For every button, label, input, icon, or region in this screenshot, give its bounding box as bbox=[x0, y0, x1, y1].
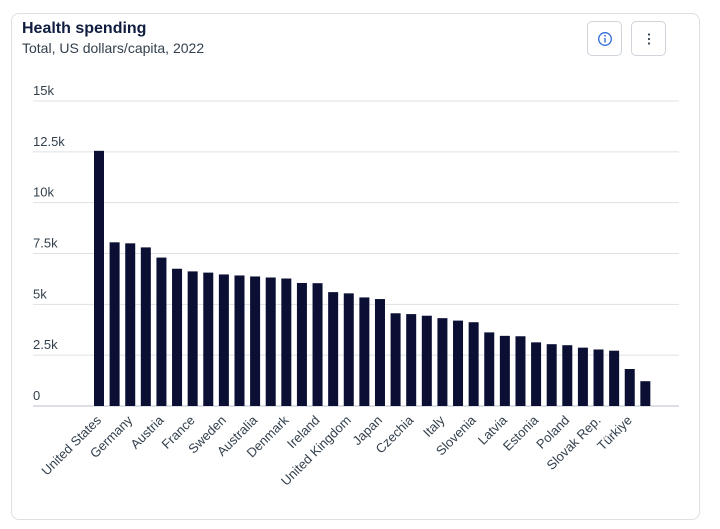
bar[interactable] bbox=[453, 320, 464, 406]
bar[interactable] bbox=[281, 278, 292, 406]
bar[interactable] bbox=[624, 368, 635, 406]
bar[interactable] bbox=[265, 277, 276, 406]
bar[interactable] bbox=[374, 299, 385, 406]
bar[interactable] bbox=[577, 347, 588, 406]
bar[interactable] bbox=[593, 349, 604, 406]
bar[interactable] bbox=[406, 314, 417, 406]
bar[interactable] bbox=[546, 344, 557, 406]
x-tick-label: Estonia bbox=[500, 412, 542, 454]
bar[interactable] bbox=[421, 315, 432, 406]
bar[interactable] bbox=[125, 243, 136, 406]
y-tick-label: 12.5k bbox=[33, 134, 65, 149]
bar[interactable] bbox=[531, 342, 542, 406]
bar[interactable] bbox=[94, 150, 104, 406]
bar[interactable] bbox=[203, 272, 214, 406]
bar[interactable] bbox=[250, 276, 261, 406]
y-tick-label: 0 bbox=[33, 388, 40, 403]
bar[interactable] bbox=[468, 322, 479, 406]
bar[interactable] bbox=[609, 350, 620, 406]
bar[interactable] bbox=[328, 292, 339, 406]
bar[interactable] bbox=[437, 318, 448, 406]
y-tick-label: 2.5k bbox=[33, 337, 58, 352]
more-options-button[interactable] bbox=[631, 21, 666, 56]
bar[interactable] bbox=[296, 282, 307, 406]
chart-title: Health spending bbox=[22, 20, 147, 37]
bar[interactable] bbox=[140, 247, 151, 406]
y-tick-label: 7.5k bbox=[33, 236, 58, 251]
y-tick-label: 10k bbox=[33, 185, 54, 200]
bar[interactable] bbox=[484, 332, 495, 406]
y-tick-label: 5k bbox=[33, 286, 47, 301]
bar[interactable] bbox=[499, 335, 510, 406]
info-icon bbox=[597, 31, 612, 46]
bar[interactable] bbox=[234, 275, 245, 406]
chart-subtitle: Total, US dollars/capita, 2022 bbox=[22, 40, 205, 56]
bar[interactable] bbox=[187, 271, 198, 406]
bar[interactable] bbox=[562, 345, 573, 406]
x-tick-label: Austria bbox=[127, 412, 167, 452]
more-vertical-icon bbox=[647, 32, 650, 45]
bar[interactable] bbox=[109, 242, 120, 406]
y-tick-label: 15k bbox=[33, 83, 54, 98]
bar[interactable] bbox=[343, 293, 354, 406]
bar[interactable] bbox=[172, 268, 183, 406]
x-tick-label: Türkiye bbox=[594, 413, 635, 454]
info-button[interactable] bbox=[587, 21, 622, 56]
bar[interactable] bbox=[218, 274, 229, 406]
bar[interactable] bbox=[359, 297, 370, 406]
bar[interactable] bbox=[640, 381, 651, 406]
bar[interactable] bbox=[515, 336, 526, 406]
bar[interactable] bbox=[312, 283, 323, 406]
bar[interactable] bbox=[156, 257, 167, 406]
bar[interactable] bbox=[390, 313, 401, 406]
